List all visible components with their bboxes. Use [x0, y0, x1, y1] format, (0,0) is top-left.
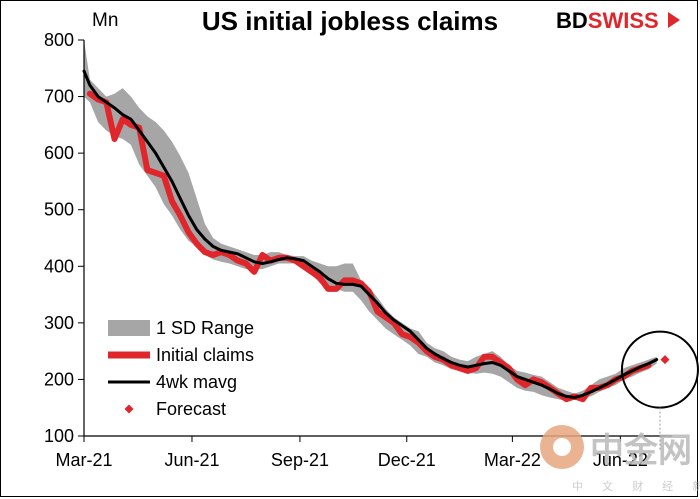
legend: 1 SD Range Initial claims 4wk mavg Forecast	[108, 318, 254, 419]
x-tick-label: Mar-22	[484, 450, 541, 470]
y-axis-ticks: 100 200 300 400 500 600 700 800 Mar-21 Jun-21 Sep-…	[44, 30, 648, 470]
x-tick-label: Dec-21	[378, 450, 436, 470]
y-tick-label: 500	[44, 200, 74, 220]
legend-label: Forecast	[156, 399, 226, 419]
brand-logo-part-swiss: SWISS	[587, 8, 659, 33]
y-tick-label: 200	[44, 369, 74, 389]
watermark-logo-inner-icon	[553, 438, 571, 456]
forecast-point	[660, 355, 670, 365]
watermark: 中金网 中 文 财 经 新 媒 体	[540, 425, 700, 493]
legend-swatch-forecast	[124, 404, 134, 414]
chart-title: US initial jobless claims	[201, 6, 499, 36]
legend-label: Initial claims	[156, 345, 254, 365]
series-1-sd-range-area	[84, 40, 657, 401]
legend-label: 4wk mavg	[156, 372, 237, 392]
x-tick-label: Jun-21	[164, 450, 219, 470]
brand-logo-part-bd: BD	[556, 8, 588, 33]
legend-swatch-sd-range	[108, 320, 150, 336]
y-tick-label: 600	[44, 143, 74, 163]
x-tick-label: Sep-21	[271, 450, 329, 470]
legend-label: 1 SD Range	[156, 318, 254, 338]
series-lines	[82, 69, 659, 403]
y-tick-label: 400	[44, 256, 74, 276]
sd-range-band	[84, 40, 657, 401]
watermark-main-text: 中金网	[590, 431, 692, 470]
series-4wk-mavg-line	[82, 69, 659, 399]
x-tick-label: Jun-22	[593, 450, 648, 470]
annotation-layer	[620, 330, 699, 450]
forecast-markers	[660, 355, 670, 365]
y-tick-label: 800	[44, 30, 74, 50]
y-tick-label: 300	[44, 313, 74, 333]
watermark-sub-text: 中 文 财 经 新 媒 体	[572, 479, 700, 493]
y-axis-unit-label: Mn	[92, 10, 119, 31]
brand-arrow-icon	[668, 12, 680, 28]
y-tick-label: 100	[44, 426, 74, 446]
x-tick-label: Mar-21	[55, 450, 112, 470]
y-tick-label: 700	[44, 87, 74, 107]
brand-logo: BDSWISS	[556, 8, 659, 34]
